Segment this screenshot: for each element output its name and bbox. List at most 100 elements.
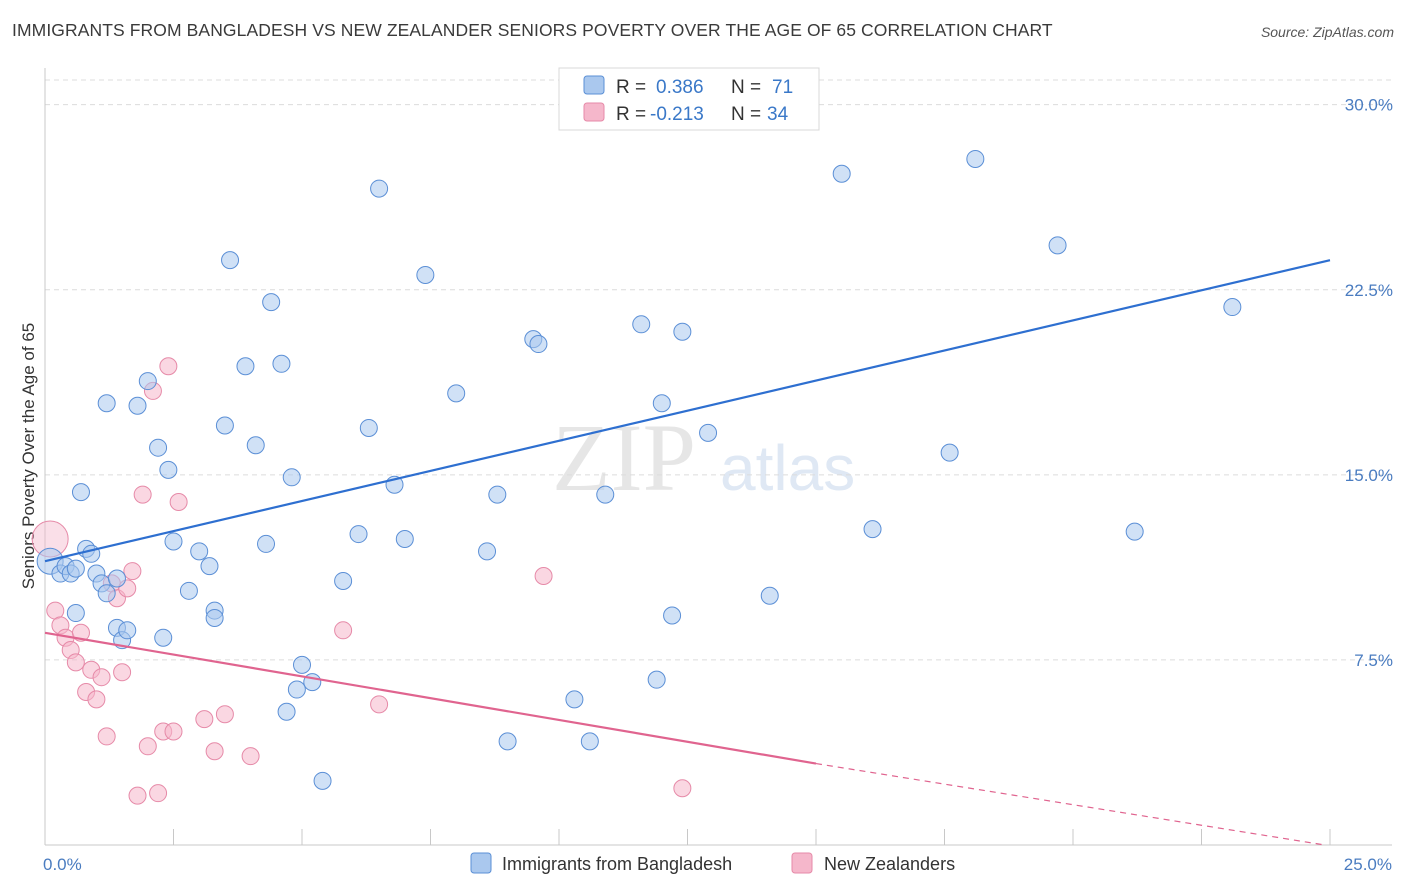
point-immigrants-bangladesh bbox=[118, 621, 137, 640]
point-immigrants-bangladesh bbox=[498, 732, 517, 751]
series-immigrants-bangladesh-points bbox=[36, 149, 1242, 790]
correlation-legend: R = 0.386 N = 71 R = -0.213 N = 34 bbox=[558, 67, 820, 131]
point-new-zealanders bbox=[241, 747, 260, 766]
point-immigrants-bangladesh bbox=[596, 485, 615, 504]
watermark-zip: ZIP bbox=[552, 404, 696, 511]
x-tick-label-1: 25.0% bbox=[1344, 855, 1392, 874]
point-immigrants-bangladesh bbox=[1223, 298, 1242, 317]
point-new-zealanders bbox=[113, 663, 132, 682]
point-immigrants-bangladesh bbox=[370, 179, 389, 198]
point-immigrants-bangladesh bbox=[293, 655, 311, 674]
axes bbox=[44, 68, 1392, 846]
point-new-zealanders bbox=[149, 784, 168, 803]
point-immigrants-bangladesh bbox=[699, 423, 718, 442]
point-new-zealanders bbox=[534, 567, 553, 586]
point-immigrants-bangladesh bbox=[236, 357, 255, 376]
y-tick-label-3: 30.0% bbox=[1345, 96, 1393, 115]
point-immigrants-bangladesh bbox=[940, 443, 959, 462]
point-new-zealanders bbox=[97, 727, 116, 746]
legend-n-label-2: N = bbox=[731, 104, 761, 125]
legend-swatch-pink bbox=[583, 102, 605, 122]
point-new-zealanders bbox=[164, 722, 183, 741]
bottom-legend-swatch-pink bbox=[791, 852, 813, 874]
point-new-zealanders bbox=[334, 621, 353, 640]
chart-source: Source: ZipAtlas.com bbox=[1260, 24, 1394, 40]
point-immigrants-bangladesh bbox=[164, 532, 183, 551]
point-immigrants-bangladesh bbox=[246, 436, 265, 455]
point-new-zealanders bbox=[71, 623, 90, 642]
point-immigrants-bangladesh bbox=[663, 606, 682, 625]
point-immigrants-bangladesh bbox=[71, 483, 90, 502]
point-immigrants-bangladesh bbox=[215, 416, 234, 435]
point-immigrants-bangladesh bbox=[200, 557, 219, 576]
point-immigrants-bangladesh bbox=[97, 394, 116, 413]
point-new-zealanders bbox=[159, 357, 178, 376]
series-new-zealanders-points bbox=[31, 357, 692, 805]
point-immigrants-bangladesh bbox=[832, 164, 851, 183]
legend-n-value-2: 34 bbox=[767, 104, 789, 125]
point-immigrants-bangladesh bbox=[1125, 522, 1144, 541]
series-legend: Immigrants from Bangladesh New Zealander… bbox=[470, 852, 955, 874]
legend-swatch-blue bbox=[583, 75, 605, 95]
point-new-zealanders bbox=[673, 779, 692, 798]
point-immigrants-bangladesh bbox=[287, 680, 306, 699]
y-tick-label-2: 22.5% bbox=[1345, 281, 1393, 300]
chart-title: IMMIGRANTS FROM BANGLADESH VS NEW ZEALAN… bbox=[12, 20, 1053, 40]
point-immigrants-bangladesh bbox=[652, 394, 671, 413]
point-new-zealanders bbox=[92, 668, 111, 687]
bottom-legend-label-blue: Immigrants from Bangladesh bbox=[502, 854, 732, 874]
point-immigrants-bangladesh bbox=[334, 571, 353, 590]
point-immigrants-bangladesh bbox=[673, 322, 692, 341]
point-immigrants-bangladesh bbox=[565, 690, 584, 709]
point-immigrants-bangladesh bbox=[107, 569, 126, 588]
trend-line-new-zealanders-extension bbox=[815, 762, 1325, 846]
point-immigrants-bangladesh bbox=[966, 149, 985, 168]
point-new-zealanders bbox=[133, 485, 152, 504]
point-immigrants-bangladesh bbox=[760, 586, 779, 605]
point-new-zealanders bbox=[195, 710, 214, 729]
point-immigrants-bangladesh bbox=[277, 702, 296, 721]
legend-r-label-2: R = bbox=[616, 104, 646, 125]
point-immigrants-bangladesh bbox=[529, 335, 548, 354]
point-immigrants-bangladesh bbox=[416, 265, 435, 284]
point-immigrants-bangladesh bbox=[221, 251, 240, 270]
point-immigrants-bangladesh bbox=[154, 628, 173, 647]
legend-r-value-2: -0.213 bbox=[650, 104, 704, 125]
point-immigrants-bangladesh bbox=[282, 468, 301, 487]
point-immigrants-bangladesh bbox=[349, 525, 368, 544]
point-immigrants-bangladesh bbox=[66, 604, 85, 623]
legend-r-value-1: 0.386 bbox=[656, 77, 704, 98]
x-tick-label-0: 0.0% bbox=[43, 855, 82, 874]
point-new-zealanders bbox=[66, 653, 85, 672]
watermark: ZIP atlas bbox=[552, 404, 855, 511]
tick-labels: 7.5% 15.0% 22.5% 30.0% 0.0% 25.0% bbox=[43, 96, 1393, 874]
point-new-zealanders bbox=[215, 705, 234, 724]
trend-line-immigrants-bangladesh bbox=[44, 259, 1331, 563]
legend-n-label-1: N = bbox=[731, 77, 761, 98]
point-immigrants-bangladesh bbox=[205, 608, 224, 627]
point-immigrants-bangladesh bbox=[632, 315, 651, 334]
y-axis-label: Seniors Poverty Over the Age of 65 bbox=[19, 323, 38, 589]
y-tick-label-0: 7.5% bbox=[1354, 651, 1393, 670]
legend-r-label-1: R = bbox=[616, 77, 646, 98]
point-immigrants-bangladesh bbox=[138, 372, 157, 391]
point-immigrants-bangladesh bbox=[179, 581, 198, 600]
point-immigrants-bangladesh bbox=[863, 520, 882, 539]
point-immigrants-bangladesh bbox=[257, 534, 276, 553]
point-immigrants-bangladesh bbox=[488, 485, 507, 504]
point-new-zealanders bbox=[128, 786, 147, 805]
bottom-legend-swatch-blue bbox=[470, 852, 492, 874]
point-immigrants-bangladesh bbox=[159, 460, 178, 479]
point-new-zealanders bbox=[169, 492, 188, 511]
point-new-zealanders bbox=[370, 695, 389, 714]
point-new-zealanders bbox=[123, 562, 142, 581]
point-immigrants-bangladesh bbox=[128, 396, 147, 415]
point-immigrants-bangladesh bbox=[647, 670, 666, 689]
point-immigrants-bangladesh bbox=[359, 418, 378, 437]
point-new-zealanders bbox=[138, 737, 157, 756]
legend-n-value-1: 71 bbox=[772, 77, 793, 98]
point-immigrants-bangladesh bbox=[272, 354, 291, 373]
point-immigrants-bangladesh bbox=[1048, 236, 1067, 255]
trend-lines bbox=[44, 259, 1331, 846]
